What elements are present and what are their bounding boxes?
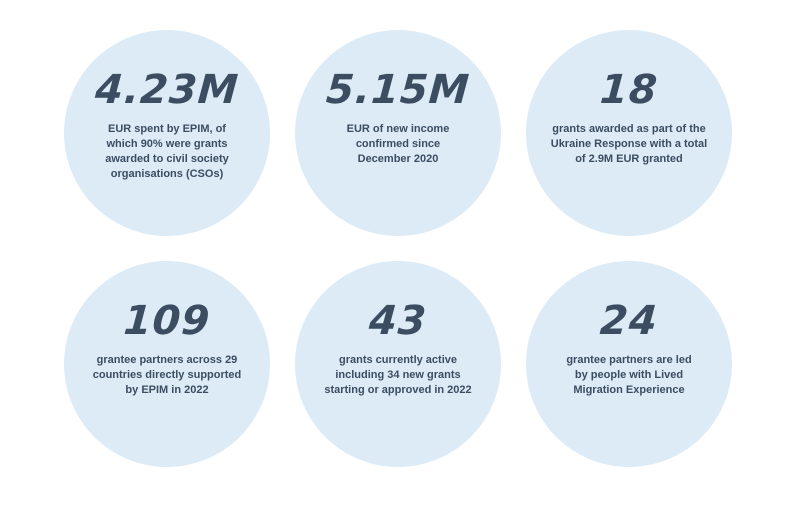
- stat-description: EUR spent by EPIM, of which 90% were gra…: [105, 123, 229, 180]
- stat-number: 109: [122, 298, 212, 344]
- stat-description: EUR of new income confirmed since Decemb…: [346, 123, 450, 165]
- stat-circle-ukraine-grants: 18 grants awarded as part of the Ukraine…: [526, 30, 732, 236]
- stat-circle-eur-spent: 4.23M EUR spent by EPIM, of which 90% we…: [64, 30, 270, 236]
- stat-description: grants awarded as part of the Ukraine Re…: [550, 123, 708, 165]
- stat-circle-new-income: 5.15M EUR of new income confirmed since …: [295, 30, 501, 236]
- stat-circle-active-grants: 43 grants currently active including 34 …: [295, 261, 501, 467]
- stat-number: 18: [598, 67, 660, 113]
- stat-description: grantee partners are led by people with …: [566, 354, 692, 396]
- stat-circle-grantee-partners: 109 grantee partners across 29 countries…: [64, 261, 270, 467]
- stat-number: 4.23M: [93, 67, 241, 113]
- stat-number: 24: [598, 298, 660, 344]
- stat-description: grants currently active including 34 new…: [324, 354, 472, 396]
- stat-number: 43: [367, 298, 429, 344]
- stat-circle-lived-experience: 24 grantee partners are led by people wi…: [526, 261, 732, 467]
- stat-description: grantee partners across 29 countries dir…: [92, 354, 242, 396]
- stat-number: 5.15M: [324, 67, 472, 113]
